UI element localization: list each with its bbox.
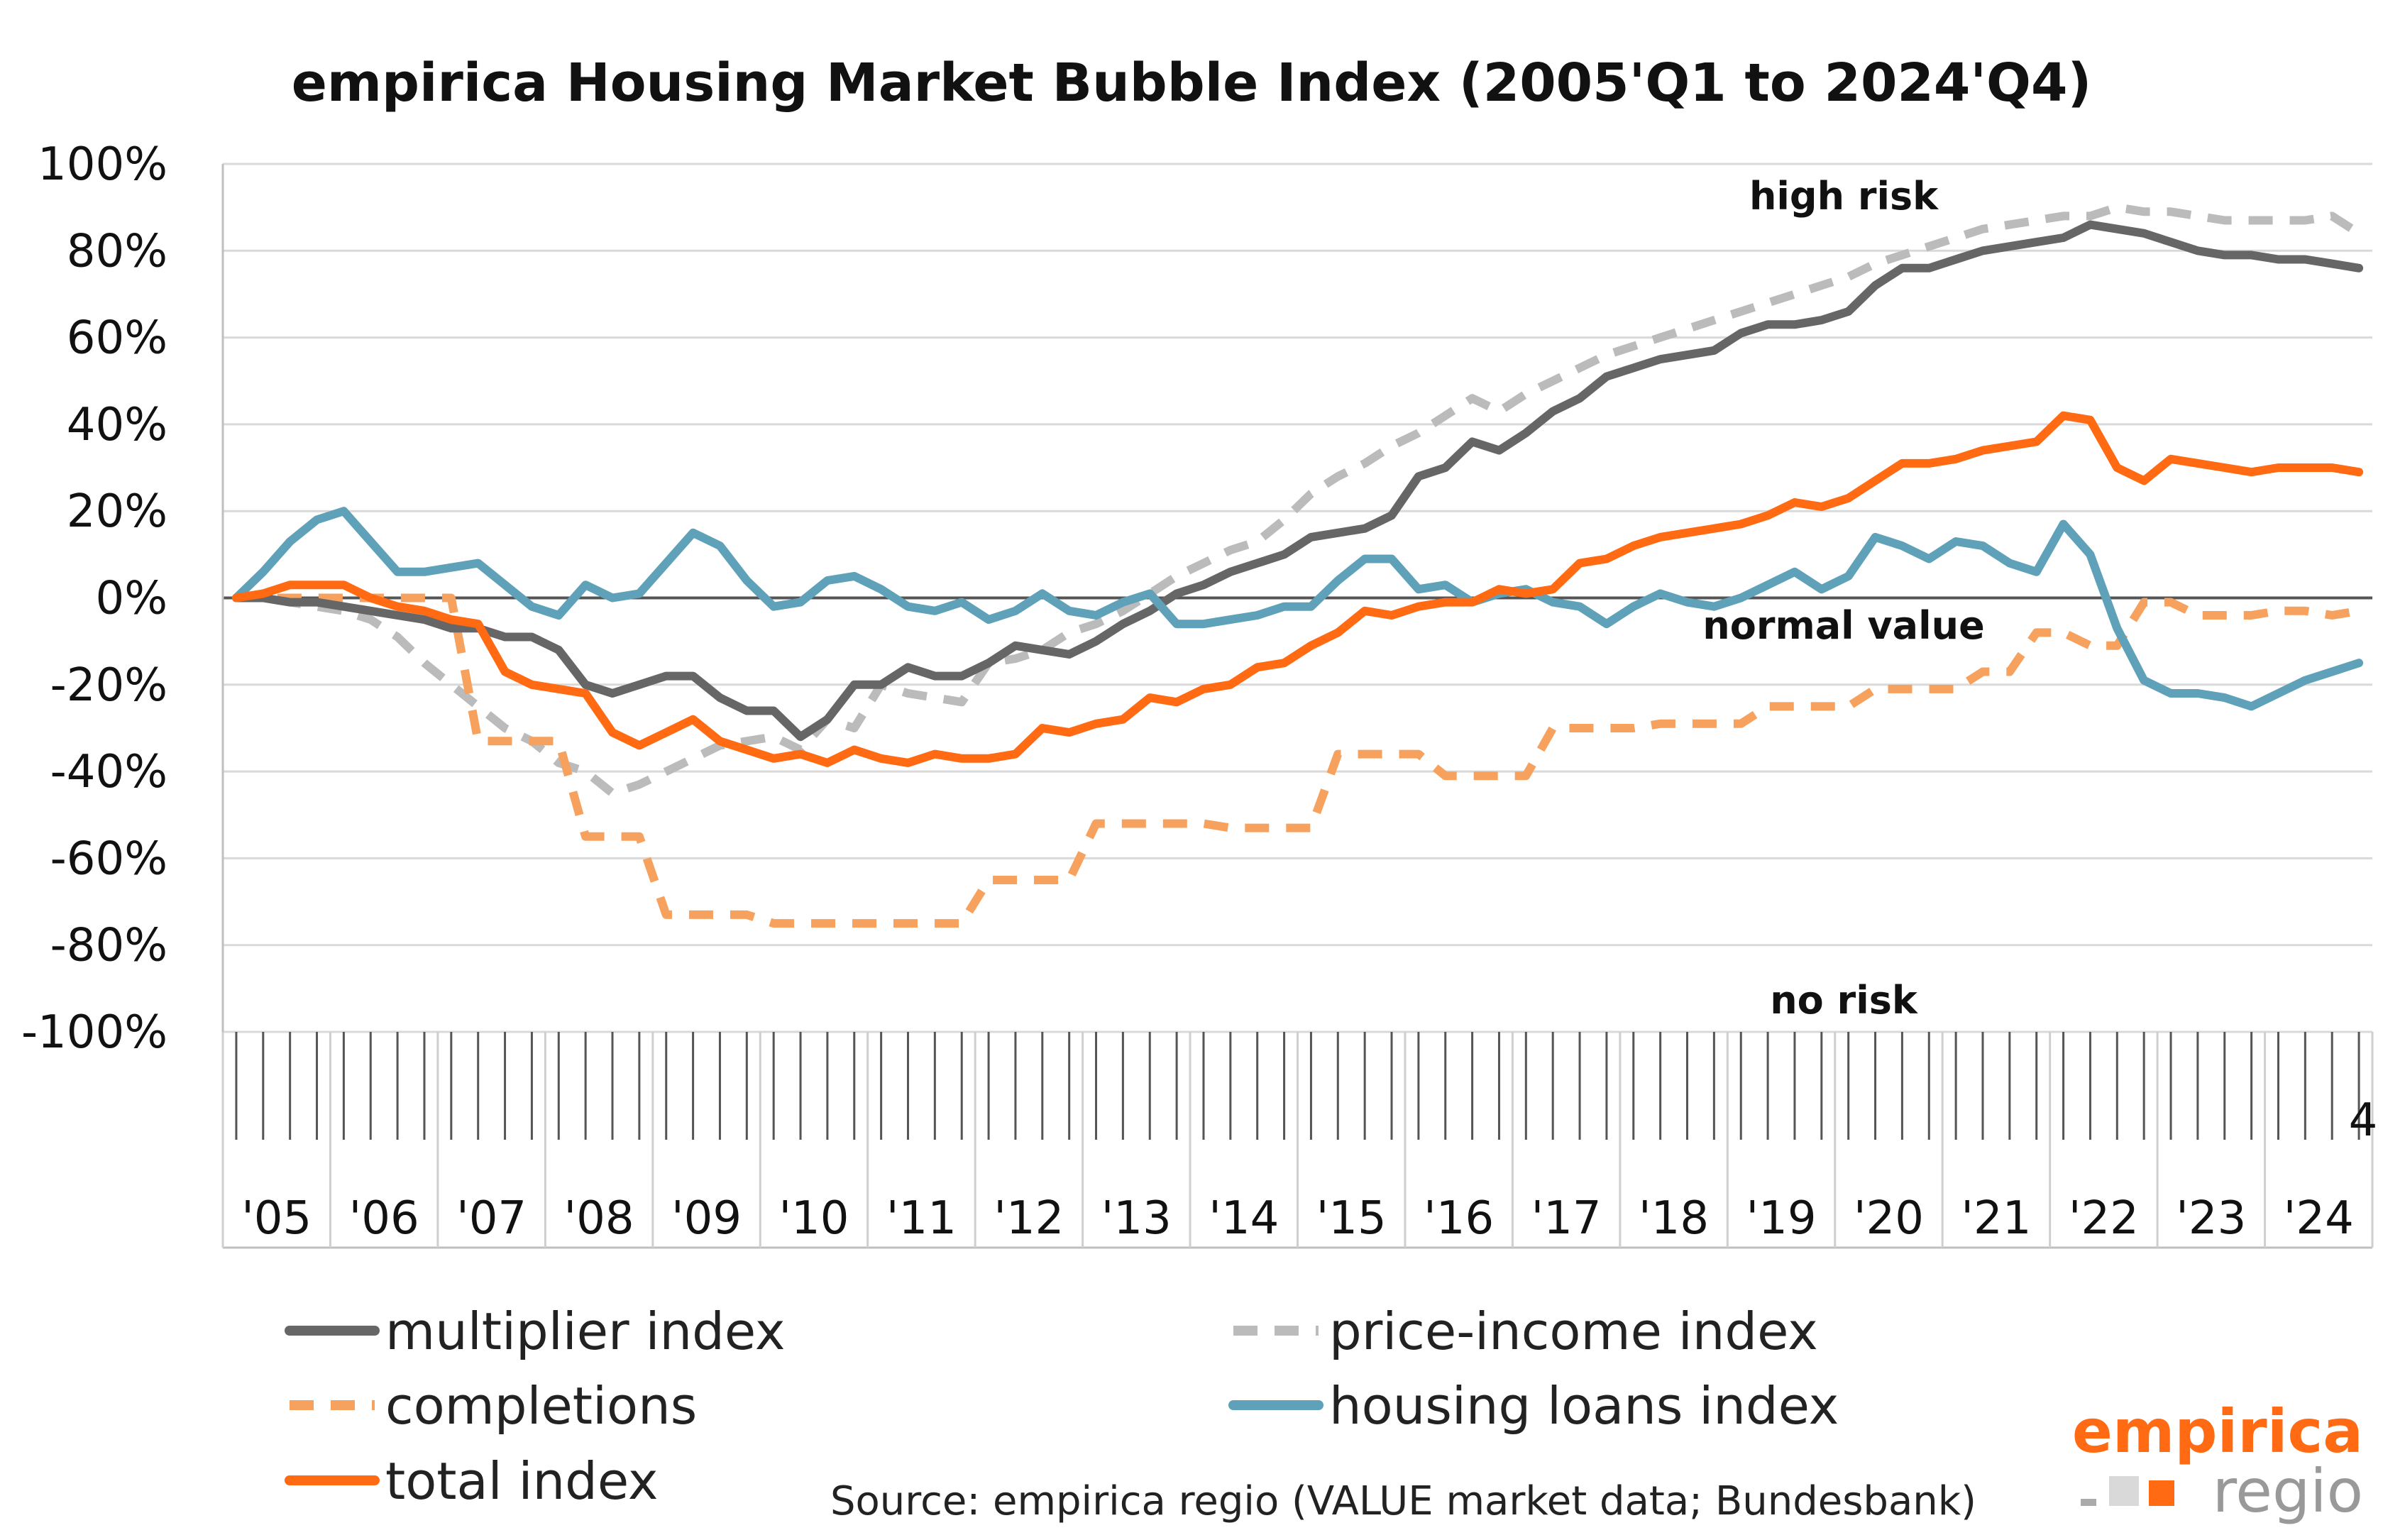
y-tick-label: 60%: [67, 312, 167, 365]
source-note: Source: empirica regio (VALUE market dat…: [830, 1478, 1976, 1524]
x-tick-label: '24: [2284, 1192, 2354, 1245]
legend-item: total index: [285, 1451, 659, 1511]
annotation-layer: high risk normal value no risk: [1702, 174, 1984, 1023]
x-tick-label: '05: [241, 1192, 312, 1245]
y-tick-label: -40%: [50, 746, 167, 798]
legend-label: housing loans index: [1329, 1376, 1839, 1436]
legend-label: multiplier index: [385, 1302, 785, 1361]
legend-label: completions: [385, 1376, 697, 1436]
legend-item: completions: [290, 1376, 697, 1436]
x-tick-label: '17: [1531, 1192, 1602, 1245]
y-tick-label: -20%: [50, 659, 167, 712]
annotation-label: high risk: [1749, 174, 1939, 219]
y-tick-label: -100%: [21, 1006, 167, 1059]
series-line-housing-loans-index: [231, 507, 2364, 711]
y-tick-label: 80%: [67, 225, 167, 277]
legend-label: price-income index: [1329, 1302, 1818, 1361]
logo-wordmark-bottom: regio: [2213, 1456, 2363, 1526]
x-tick-label: '18: [1639, 1192, 1709, 1245]
x-tick-label: '13: [1101, 1192, 1172, 1245]
series-layer: [231, 203, 2364, 928]
x-tick-label: '22: [2069, 1192, 2139, 1245]
x-tick-label: '09: [671, 1192, 742, 1245]
y-tick-label: -80%: [50, 920, 167, 972]
chart-title: empirica Housing Market Bubble Index (20…: [292, 53, 2092, 114]
y-tick-label: 20%: [67, 485, 167, 538]
legend-label: total index: [385, 1451, 659, 1511]
logo-wordmark-top: empirica: [2072, 1397, 2363, 1466]
legend: multiplier index price-income index comple…: [285, 1302, 1839, 1511]
series-line-multiplier-index: [231, 220, 2364, 742]
logo-square-orange: [2149, 1480, 2174, 1506]
legend-item: price-income index: [1233, 1302, 1818, 1361]
x-tick-label: '23: [2176, 1192, 2246, 1245]
x-tick-label: '14: [1209, 1192, 1279, 1245]
logo-square-grey: [2109, 1476, 2139, 1506]
annotation-label: normal value: [1702, 603, 1984, 648]
y-tick-label: 0%: [95, 573, 167, 625]
x-axis-note: 4: [2349, 1094, 2378, 1147]
x-tick-label: '20: [1854, 1192, 1924, 1245]
x-tick-label: '11: [886, 1192, 957, 1245]
legend-item: housing loans index: [1228, 1376, 1839, 1436]
axis-layer: 100% 80% 60% 40% 20% 0% -20% -40% -60% -80% -100% '…: [21, 138, 2378, 1249]
x-tick-label: '21: [1961, 1192, 2031, 1245]
x-tick-label: '08: [564, 1192, 634, 1245]
grid-layer: [223, 163, 2372, 1033]
x-tick-label: '07: [456, 1192, 527, 1245]
series-line-total-index: [231, 411, 2364, 767]
y-tick-label: 40%: [67, 399, 167, 451]
series-line-price-income-index: [236, 203, 2362, 798]
x-tick-label: '12: [994, 1192, 1064, 1245]
annotation-label: no risk: [1770, 978, 1918, 1023]
logo-square-small: [2081, 1499, 2096, 1506]
series-line-completions: [236, 593, 2360, 928]
y-tick-label: 100%: [38, 138, 167, 191]
x-tick-label: '15: [1316, 1192, 1387, 1245]
x-tick-label: '10: [778, 1192, 849, 1245]
y-tick-label: -60%: [50, 832, 167, 885]
x-tick-label: '19: [1746, 1192, 1817, 1245]
legend-item: multiplier index: [285, 1302, 785, 1361]
x-tick-label: '16: [1424, 1192, 1494, 1245]
x-tick-label: '06: [349, 1192, 419, 1245]
